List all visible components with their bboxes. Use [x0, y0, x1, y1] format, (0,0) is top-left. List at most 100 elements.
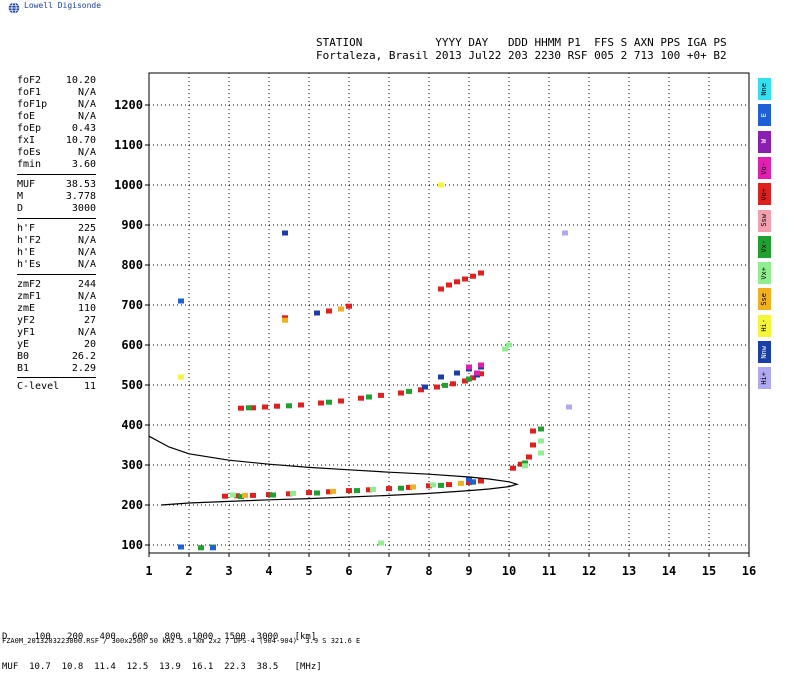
legend-label: Vx+ — [760, 266, 768, 280]
param-value: 26.2 — [71, 351, 96, 362]
x-tick-label: 13 — [622, 564, 636, 578]
echo-point — [462, 276, 468, 282]
param-name: foF1 — [17, 87, 42, 98]
legend-item: Vo+ — [758, 183, 771, 206]
echo-point — [354, 488, 360, 494]
header-labels: STATION YYYY DAY DDD HHMM P1 FFS S AXN P… — [316, 36, 727, 49]
ionogram-chart: 1 2 3 4 5 6 7 8 9 10 11 12 13 14 15 1610020030040050060… — [114, 72, 756, 578]
param-row: C-level 11 — [17, 381, 96, 393]
echo-point — [178, 544, 184, 550]
echo-point — [238, 405, 244, 411]
header-values: Fortaleza, Brasil 2013 Jul22 203 2230 RS… — [316, 49, 727, 62]
param-row: fmin 3.60 — [17, 159, 96, 171]
param-value: 110 — [77, 303, 96, 314]
echo-point — [470, 375, 476, 381]
echo-point — [562, 230, 568, 236]
param-value: 3.778 — [65, 191, 96, 202]
file-info: FZA0M_2013203223000.RSF / 300x256h 50 kH… — [2, 637, 361, 645]
param-row: foEp 0.43 — [17, 123, 96, 135]
param-row: h'F 225 — [17, 223, 96, 235]
param-name: foF2 — [17, 75, 42, 86]
echo-point — [418, 387, 424, 393]
param-name: yE — [17, 339, 30, 350]
echo-point — [262, 404, 268, 410]
x-tick-label: 15 — [702, 564, 716, 578]
param-value: N/A — [77, 111, 96, 122]
param-name: D — [17, 203, 24, 214]
param-row: B0 26.2 — [17, 351, 96, 363]
echo-point — [378, 392, 384, 398]
param-value: N/A — [77, 147, 96, 158]
echo-point — [286, 491, 292, 497]
param-value: N/A — [77, 99, 96, 110]
param-row: h'Es N/A — [17, 259, 96, 271]
echo-point — [178, 298, 184, 304]
echo-point — [314, 310, 320, 316]
echo-point — [434, 384, 440, 390]
legend-item: Sse — [758, 288, 771, 311]
legend-label: Vo+ — [760, 187, 768, 201]
echo-point — [326, 308, 332, 314]
param-row: M 3.778 — [17, 191, 96, 203]
param-separator — [17, 174, 96, 175]
param-row: yF1 N/A — [17, 327, 96, 339]
param-value: 20 — [83, 339, 96, 350]
echo-point — [442, 382, 448, 388]
echo-point — [438, 286, 444, 292]
echo-point — [538, 450, 544, 456]
param-name: h'F — [17, 223, 36, 234]
echo-point — [450, 381, 456, 387]
echo-point — [430, 482, 436, 488]
param-name: foEs — [17, 147, 42, 158]
param-row: zmF1 N/A — [17, 291, 96, 303]
param-value: 11 — [83, 381, 96, 392]
legend-item: Ssw — [758, 209, 771, 232]
echo-point — [470, 479, 476, 485]
echo-point — [358, 395, 364, 401]
globe-icon — [8, 2, 20, 14]
echo-point — [318, 400, 324, 406]
echo-point — [406, 388, 412, 394]
echo-point — [246, 405, 252, 411]
echo-point — [346, 488, 352, 494]
distance-row: D 100 200 400 600 800 1000 1500 3000 [km… — [2, 632, 317, 642]
echo-point — [366, 487, 372, 493]
echo-point — [338, 398, 344, 404]
echo-point — [198, 545, 204, 551]
param-row: zmE 110 — [17, 303, 96, 315]
echo-point — [398, 390, 404, 396]
y-tick-label: 600 — [121, 338, 143, 352]
legend-item: W — [758, 130, 771, 153]
echo-point — [478, 478, 484, 484]
param-name: h'F2 — [17, 235, 42, 246]
param-value: N/A — [77, 87, 96, 98]
echo-point — [346, 303, 352, 309]
param-row: foF2 10.20 — [17, 75, 96, 87]
echo-point — [250, 405, 256, 411]
echo-point — [326, 399, 332, 405]
param-separator — [17, 377, 96, 378]
echo-point — [422, 384, 428, 390]
y-tick-label: 400 — [121, 418, 143, 432]
echo-point — [438, 182, 444, 188]
x-tick-label: 2 — [185, 564, 192, 578]
param-value: 3000 — [71, 203, 96, 214]
x-tick-label: 11 — [542, 564, 556, 578]
echo-point — [474, 370, 480, 376]
echo-point — [470, 273, 476, 279]
echo-point — [398, 485, 404, 491]
param-value: 0.43 — [71, 123, 96, 134]
echo-point — [530, 428, 536, 434]
echo-point — [178, 374, 184, 380]
x-tick-label: 14 — [662, 564, 676, 578]
param-row: foF1p N/A — [17, 99, 96, 111]
echo-point — [338, 306, 344, 312]
echo-point — [286, 403, 292, 409]
echo-point — [282, 230, 288, 236]
param-row: D 3000 — [17, 203, 96, 215]
legend-item: Nne — [758, 78, 771, 100]
echo-point — [366, 394, 372, 400]
echo-point — [266, 492, 272, 498]
legend-item: Hi+ — [758, 367, 771, 390]
param-value: 10.70 — [65, 135, 96, 146]
